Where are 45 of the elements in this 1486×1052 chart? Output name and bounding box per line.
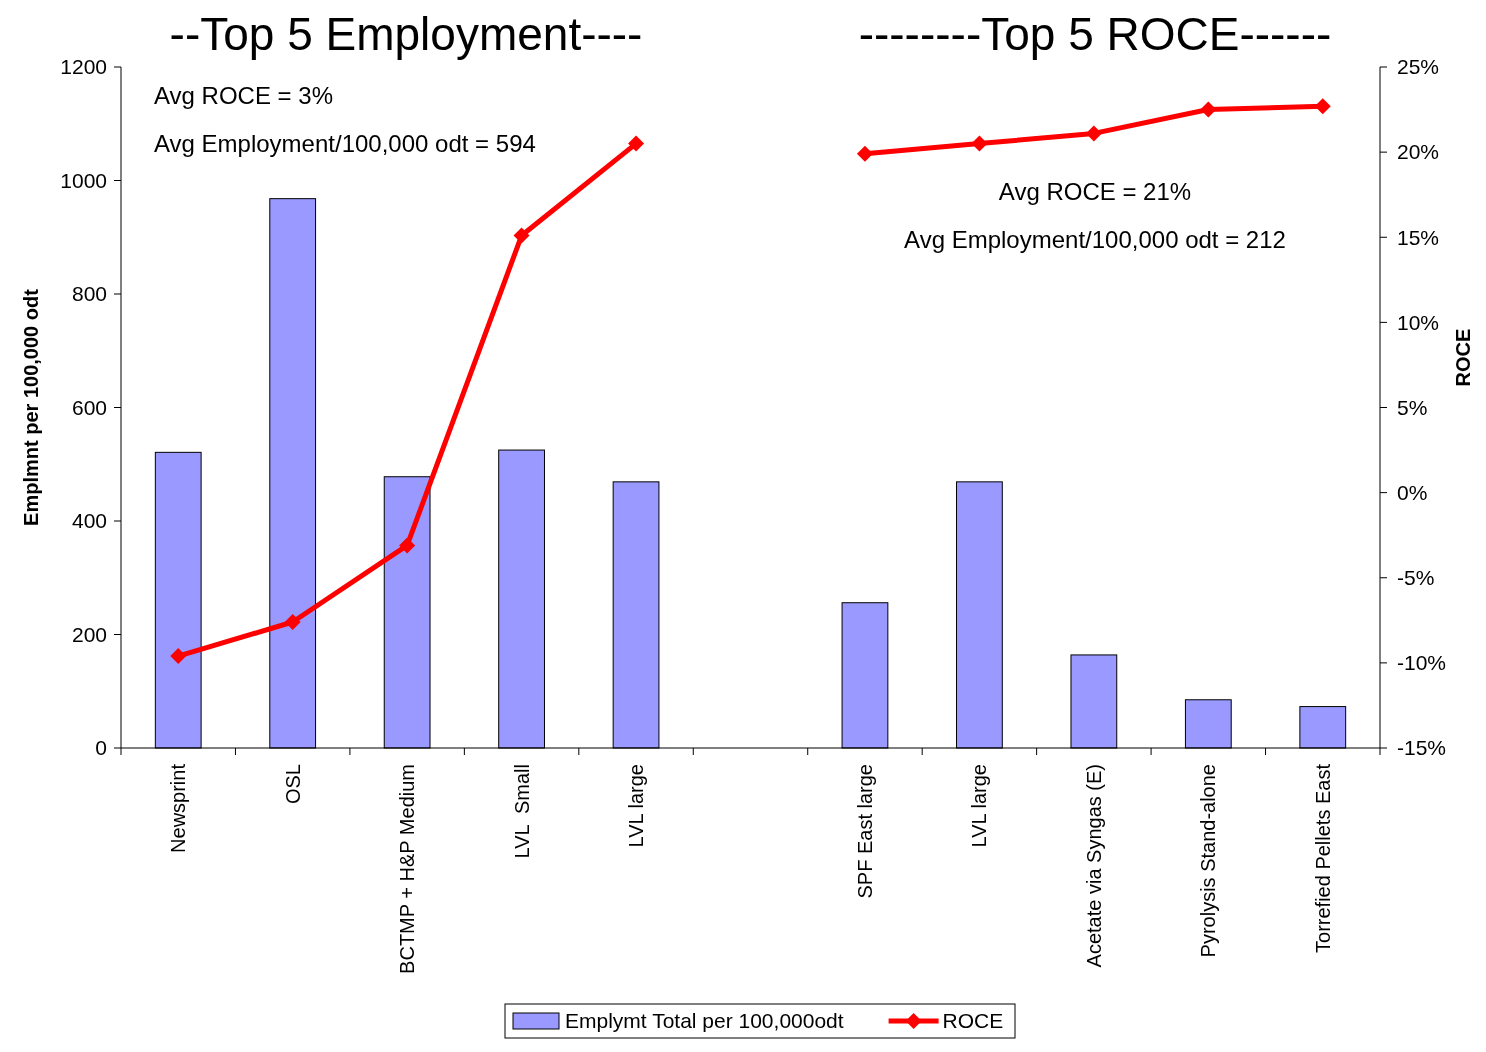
annotation: Avg ROCE = 21% <box>998 178 1192 205</box>
x-tick-label: Acetate via Syngas (E) <box>1082 764 1105 968</box>
x-tick-label: BCTMP + H&P Medium <box>396 764 419 974</box>
point <box>1200 101 1217 118</box>
point <box>1085 125 1102 142</box>
y2-tick-label: 10% <box>1397 310 1440 334</box>
y2-tick-label: -10% <box>1397 651 1447 675</box>
y-tick-label: 400 <box>71 509 107 533</box>
annotation: Avg Employment/100,000 odt = 212 <box>904 226 1286 253</box>
y2-tick-label: 5% <box>1397 395 1428 419</box>
point <box>628 135 645 152</box>
x-tick-label: Pyrolysis Stand-alone <box>1197 764 1220 958</box>
x-tick-label: LVL large <box>625 764 648 848</box>
y2-axis-title: ROCE <box>1452 328 1474 387</box>
x-tick-label: Newsprint <box>167 763 190 853</box>
point <box>284 614 301 631</box>
x-tick-label: LVL large <box>968 764 991 848</box>
x-tick-label: OSL <box>281 764 304 805</box>
text: --Top 5 Employment---- <box>169 8 643 60</box>
point <box>513 227 530 244</box>
y-tick-label: 600 <box>71 395 107 419</box>
point <box>170 648 187 665</box>
annotation: Avg ROCE = 3% <box>154 82 333 109</box>
y2-tick-label: 0% <box>1397 480 1428 504</box>
text: --------Top 5 ROCE------ <box>858 8 1332 60</box>
y2-tick-label: 20% <box>1397 140 1440 164</box>
y2-tick-label: 25% <box>1397 55 1440 79</box>
legend-label: Emplymt Total per 100,000odt <box>565 1009 844 1033</box>
y2-tick-label: -15% <box>1397 736 1447 760</box>
point <box>971 135 988 152</box>
y-tick-label: 1000 <box>60 168 107 192</box>
x-tick-label: SPF East large <box>853 764 876 899</box>
y-tick-label: 200 <box>71 622 107 646</box>
y-tick-label: 0 <box>95 736 107 760</box>
y-tick-label: 1200 <box>60 55 107 79</box>
y2-tick-label: 15% <box>1397 225 1440 249</box>
point <box>399 537 416 554</box>
legend-label: ROCE <box>942 1009 1004 1033</box>
y-axis-title: Emplmnt per 100,000 odt <box>20 288 42 526</box>
annotation: Avg Employment/100,000 odt = 594 <box>154 130 536 157</box>
x-tick-label: Torrefied Pellets East <box>1311 763 1334 953</box>
y2-tick-label: -5% <box>1397 566 1435 590</box>
x-tick-label: LVL Small <box>510 764 533 859</box>
point <box>856 145 873 162</box>
y-tick-label: 800 <box>71 282 107 306</box>
